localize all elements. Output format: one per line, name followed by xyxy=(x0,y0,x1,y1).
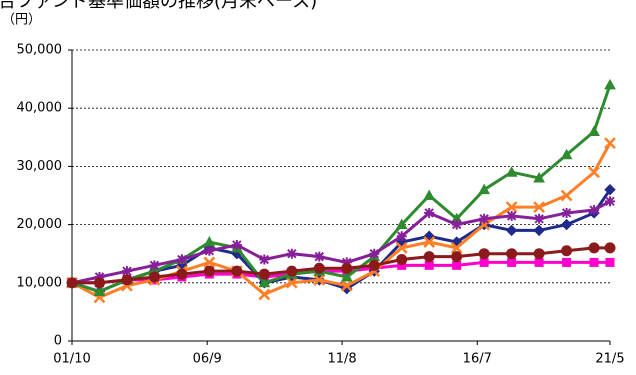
marker xyxy=(424,260,434,270)
marker xyxy=(286,265,298,277)
marker xyxy=(340,270,353,282)
y-tick-label: 10,000 xyxy=(17,275,63,290)
marker xyxy=(285,276,298,289)
marker xyxy=(505,166,518,177)
marker xyxy=(423,189,436,200)
marker xyxy=(258,268,270,280)
marker xyxy=(561,207,572,218)
marker xyxy=(176,268,188,280)
marker xyxy=(231,265,243,277)
marker xyxy=(589,205,600,216)
marker xyxy=(560,148,573,160)
marker xyxy=(258,288,271,301)
marker xyxy=(588,125,600,136)
marker xyxy=(258,276,271,288)
marker xyxy=(605,257,615,267)
marker xyxy=(452,260,462,270)
marker xyxy=(396,231,407,242)
marker xyxy=(423,251,435,263)
marker xyxy=(507,257,517,267)
x-tick-label: 16/7 xyxy=(463,352,492,367)
marker xyxy=(231,239,242,250)
marker xyxy=(534,257,544,267)
marker xyxy=(604,183,616,196)
marker xyxy=(313,262,325,274)
y-tick-label: 0 xyxy=(54,334,62,349)
marker xyxy=(560,189,573,202)
marker xyxy=(93,277,105,289)
marker xyxy=(533,224,545,237)
x-tick-label: 11/8 xyxy=(327,352,356,367)
marker xyxy=(560,218,573,231)
marker xyxy=(505,201,518,214)
marker xyxy=(340,279,353,292)
chart-title: 合ファンド基準価額の推移(月末ベース) xyxy=(0,0,317,12)
marker xyxy=(604,137,616,150)
y-axis-label: （円） xyxy=(2,13,41,28)
y-tick-label: 30,000 xyxy=(17,159,63,174)
marker xyxy=(93,285,106,297)
marker xyxy=(589,257,599,267)
marker xyxy=(604,78,616,90)
marker xyxy=(588,166,600,179)
y-tick-label: 50,000 xyxy=(17,43,63,58)
marker xyxy=(478,248,490,260)
marker xyxy=(451,251,463,263)
x-tick-label: 01/10 xyxy=(53,352,90,367)
marker xyxy=(479,213,490,224)
marker xyxy=(533,248,545,260)
marker xyxy=(369,248,380,259)
marker xyxy=(533,201,545,214)
marker xyxy=(368,259,380,271)
marker xyxy=(286,248,297,259)
marker xyxy=(121,274,133,286)
marker xyxy=(604,242,616,254)
marker xyxy=(588,242,600,254)
marker xyxy=(478,183,491,195)
marker xyxy=(204,245,215,256)
marker xyxy=(66,277,78,289)
marker xyxy=(423,236,436,248)
marker xyxy=(149,260,160,271)
x-tick-label: 06/9 xyxy=(193,352,222,367)
marker xyxy=(313,274,326,286)
marker xyxy=(395,218,408,230)
marker xyxy=(533,172,545,183)
marker xyxy=(424,207,435,218)
marker xyxy=(203,265,215,277)
marker xyxy=(506,248,518,260)
marker xyxy=(479,257,489,267)
marker xyxy=(396,254,408,266)
marker xyxy=(562,257,572,267)
marker xyxy=(605,196,615,207)
marker xyxy=(505,224,518,237)
y-tick-label: 40,000 xyxy=(17,101,63,116)
marker xyxy=(121,266,132,277)
marker xyxy=(203,256,216,269)
y-tick-label: 20,000 xyxy=(17,217,63,232)
marker xyxy=(94,271,105,282)
marker xyxy=(506,210,517,221)
marker xyxy=(341,262,353,274)
marker xyxy=(148,271,160,283)
marker xyxy=(176,254,187,265)
marker xyxy=(451,219,462,230)
marker xyxy=(534,213,545,224)
x-tick-label: 21/5 xyxy=(595,352,624,367)
marker xyxy=(561,245,573,257)
marker xyxy=(314,251,325,262)
marker xyxy=(259,254,270,265)
marker xyxy=(395,241,408,254)
marker xyxy=(450,241,463,254)
marker xyxy=(341,257,352,268)
